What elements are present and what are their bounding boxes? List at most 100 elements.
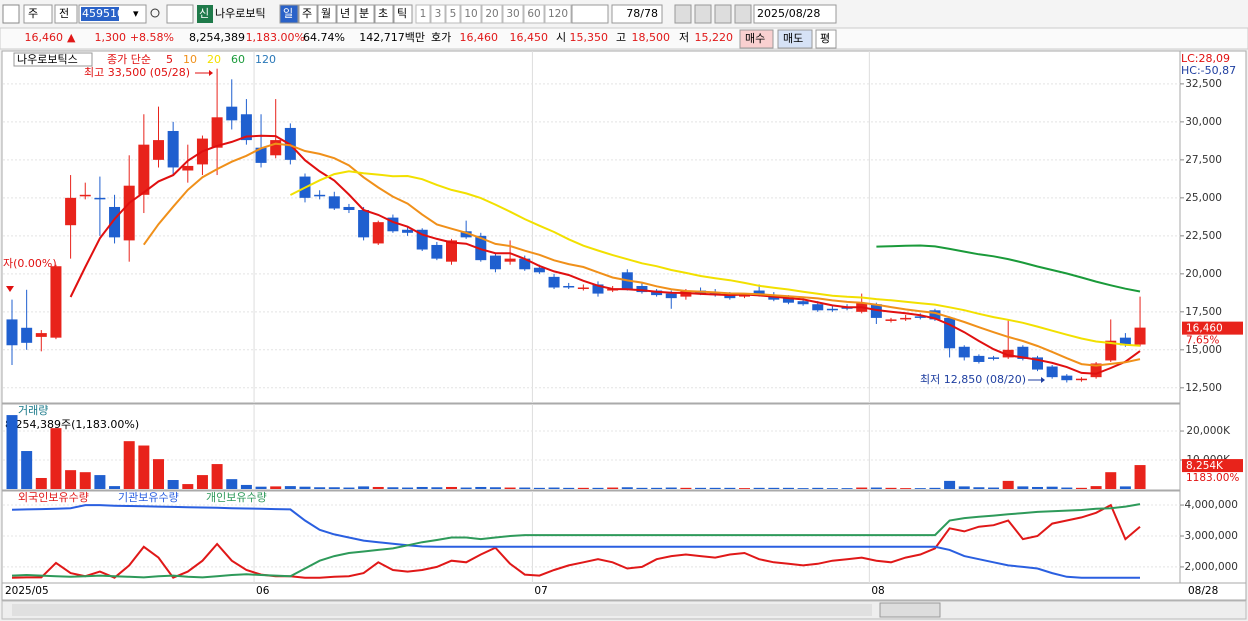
volume-bar bbox=[402, 487, 414, 489]
volume-bar bbox=[358, 486, 370, 489]
search-icon[interactable] bbox=[150, 8, 160, 18]
sell-button[interactable] bbox=[777, 29, 813, 49]
tool-icon[interactable] bbox=[694, 4, 712, 24]
volume-bar bbox=[900, 488, 912, 489]
candle-body bbox=[240, 114, 252, 141]
y-tick-label: 20,000K bbox=[1186, 425, 1231, 437]
interval-button[interactable] bbox=[430, 4, 446, 24]
volume-bar bbox=[138, 445, 150, 489]
date-input[interactable] bbox=[753, 4, 837, 24]
candle-body bbox=[1061, 375, 1073, 381]
interval-label: 120 bbox=[548, 8, 568, 20]
interval-button[interactable] bbox=[445, 4, 461, 24]
settings-icon[interactable] bbox=[734, 4, 752, 24]
tab-label: 월 bbox=[321, 7, 331, 20]
plot-layer: 2025/05 06 07 08 08/28 12,500 15,000 17,500 20,0… bbox=[3, 51, 1243, 597]
tab-button[interactable] bbox=[279, 4, 299, 24]
save-icon[interactable] bbox=[714, 4, 732, 24]
volume-bar bbox=[826, 488, 838, 489]
volume-bar bbox=[680, 487, 692, 489]
volume-bar bbox=[768, 487, 780, 489]
interval-buttons: 1 3 5 10 20 30 60 120 bbox=[415, 4, 572, 24]
tab-button[interactable] bbox=[393, 4, 413, 24]
candle-body bbox=[270, 140, 282, 156]
interval-button[interactable] bbox=[460, 4, 482, 24]
tab-button[interactable] bbox=[336, 4, 356, 24]
volume-bar bbox=[563, 487, 575, 489]
volume-bar bbox=[504, 487, 516, 489]
bid: 16,450 bbox=[510, 31, 549, 44]
low-label: 저 bbox=[679, 31, 689, 44]
interval-button[interactable] bbox=[481, 4, 503, 24]
avg-button[interactable] bbox=[815, 29, 837, 49]
candle-body bbox=[1119, 337, 1131, 346]
low: 15,220 bbox=[695, 31, 734, 44]
candle-body bbox=[1105, 340, 1117, 361]
y-tick-label: 25,000 bbox=[1185, 192, 1222, 204]
candle-body bbox=[812, 304, 824, 311]
menu-icon[interactable] bbox=[2, 4, 20, 24]
candle-body bbox=[826, 308, 838, 311]
candle-body bbox=[636, 285, 648, 293]
sound-icon[interactable] bbox=[166, 4, 194, 24]
volume-bar bbox=[929, 487, 941, 489]
volume-bar bbox=[314, 487, 326, 489]
volume-bar bbox=[607, 487, 619, 489]
period-type-box[interactable] bbox=[23, 4, 53, 24]
candle-body bbox=[1032, 357, 1043, 370]
holding-panel bbox=[1, 490, 1181, 584]
y-tick-label: 27,500 bbox=[1185, 154, 1222, 166]
volume: 8,254,389 bbox=[189, 31, 245, 44]
y-tick-label: 20,000 bbox=[1185, 268, 1222, 280]
interval-button[interactable] bbox=[502, 4, 524, 24]
ma-line bbox=[876, 244, 1141, 293]
interval-label: 60 bbox=[527, 8, 540, 20]
volume-bar bbox=[109, 486, 121, 489]
tab-button[interactable] bbox=[355, 4, 375, 24]
volume-bar bbox=[343, 487, 355, 489]
volume-bar bbox=[35, 477, 47, 489]
interval-button[interactable] bbox=[523, 4, 545, 24]
high-arrowhead bbox=[209, 70, 213, 76]
volume-bar bbox=[1090, 486, 1102, 489]
candle-body bbox=[504, 258, 516, 262]
candle-body bbox=[182, 165, 194, 171]
lc: LC:28,09 bbox=[1181, 52, 1230, 65]
nav-buttons[interactable] bbox=[879, 602, 941, 618]
tab-button[interactable] bbox=[317, 4, 337, 24]
code: 459510 bbox=[82, 7, 124, 20]
tool-icon[interactable] bbox=[674, 4, 692, 24]
last-volume: 8,254K bbox=[1186, 460, 1224, 472]
volume-bar bbox=[519, 487, 531, 489]
volume-bar bbox=[988, 487, 1000, 489]
volume-bar bbox=[695, 487, 707, 489]
y-tick-label: 15,000 bbox=[1185, 344, 1222, 356]
candle-body bbox=[563, 285, 575, 288]
candle-body bbox=[123, 185, 135, 241]
y-tick-label: 12,500 bbox=[1185, 382, 1222, 394]
interval-label: 20 bbox=[485, 8, 498, 20]
candle-body bbox=[533, 267, 545, 273]
volume-bar bbox=[709, 487, 721, 489]
tab-button[interactable] bbox=[298, 4, 318, 24]
date-label: 08/28 bbox=[1188, 585, 1218, 597]
count-input[interactable] bbox=[611, 4, 663, 24]
ref-arrow bbox=[6, 286, 14, 292]
volume-bar bbox=[548, 487, 560, 489]
interval-button[interactable] bbox=[544, 4, 572, 24]
legend-name: 나우로보틱스 bbox=[17, 53, 78, 66]
prev-box[interactable] bbox=[54, 4, 78, 24]
interval-button[interactable] bbox=[415, 4, 431, 24]
tab-button[interactable] bbox=[374, 4, 394, 24]
candle-body bbox=[753, 290, 765, 296]
candle-body bbox=[724, 295, 736, 299]
volume-bar bbox=[812, 487, 824, 489]
candle-body bbox=[387, 217, 399, 232]
buy-button[interactable] bbox=[739, 29, 774, 49]
candle-body bbox=[592, 284, 604, 294]
interval-dropdown[interactable] bbox=[571, 4, 609, 24]
turnover: 64.74% bbox=[303, 31, 345, 44]
volume-bar bbox=[431, 487, 443, 489]
candle-body bbox=[35, 333, 47, 337]
